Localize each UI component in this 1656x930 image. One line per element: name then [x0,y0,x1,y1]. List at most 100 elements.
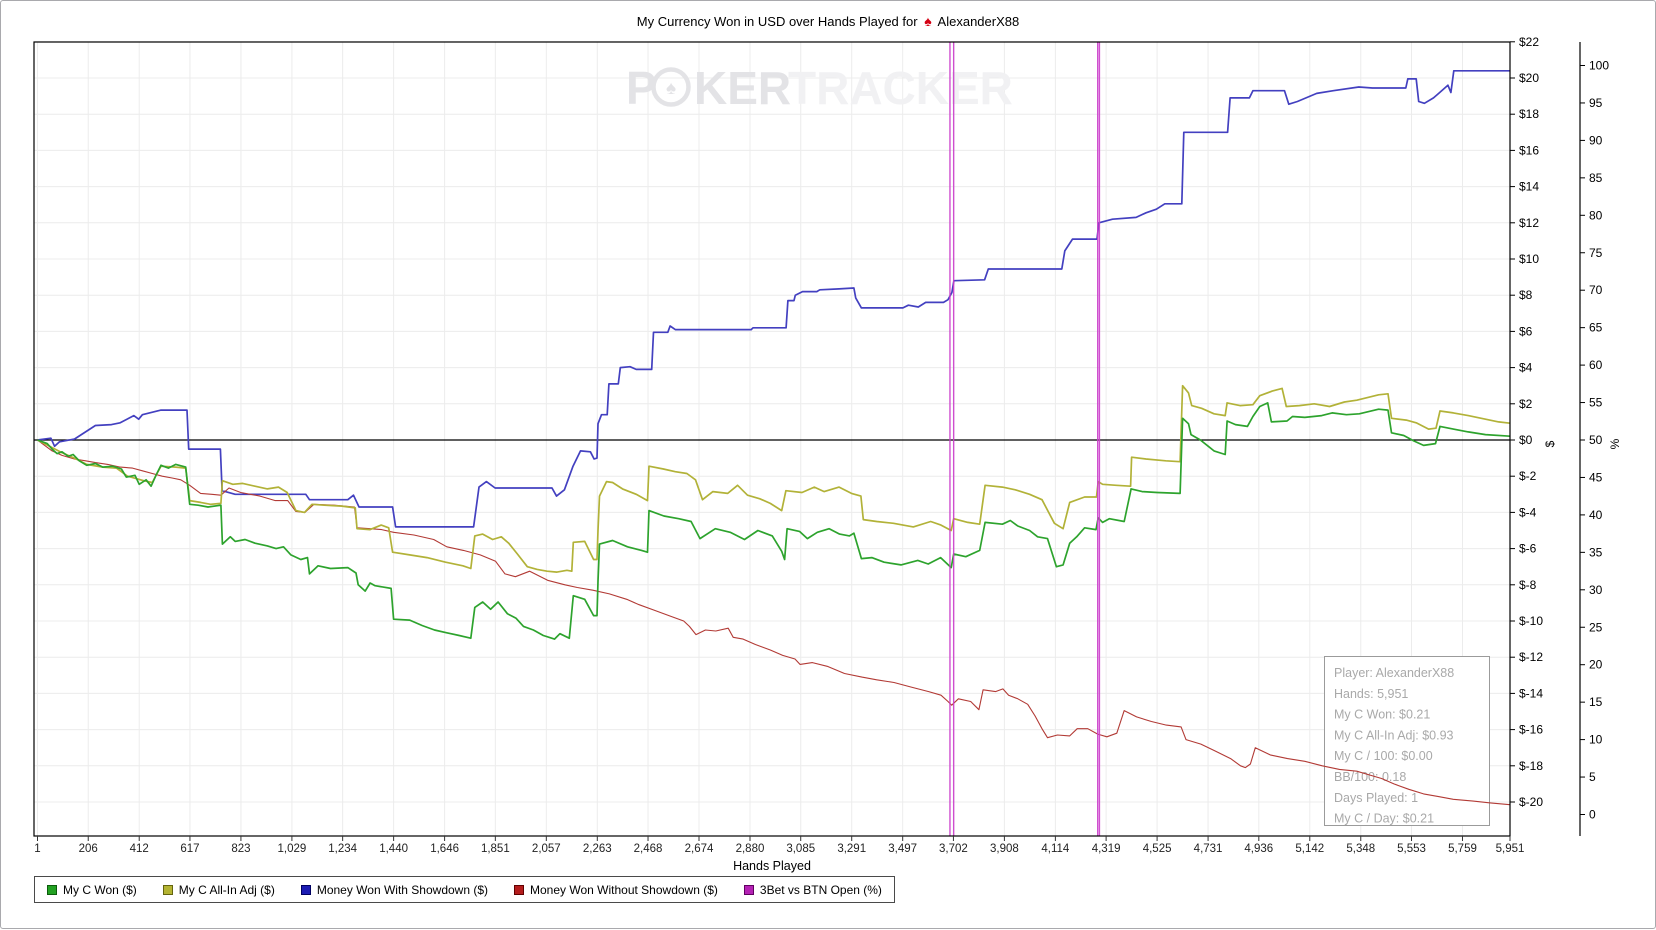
svg-text:BB/100: 0.18: BB/100: 0.18 [1334,770,1406,784]
svg-text:5,553: 5,553 [1397,843,1426,855]
svg-text:$20: $20 [1519,71,1539,85]
svg-text:$-6: $-6 [1519,542,1537,556]
svg-text:412: 412 [130,843,149,855]
percent-axis: 1009590858075706560555045403530252015105… [1579,42,1622,836]
svg-text:Player: AlexanderX88: Player: AlexanderX88 [1334,666,1454,680]
svg-text:2,674: 2,674 [685,843,714,855]
series-money-won-with-showdown [37,69,1510,528]
legend-swatch [514,884,525,895]
player-name: AlexanderX88 [937,14,1020,29]
svg-text:Hands: 5,951: Hands: 5,951 [1334,687,1408,701]
svg-text:75: 75 [1589,246,1603,260]
x-axis-title: Hands Played [733,859,811,873]
svg-text:$-10: $-10 [1519,614,1543,628]
svg-text:2,880: 2,880 [736,843,765,855]
legend-label: My C Won ($) [63,882,137,897]
svg-text:$-12: $-12 [1519,650,1543,664]
svg-text:$18: $18 [1519,107,1539,121]
svg-text:70: 70 [1589,283,1603,297]
legend-label: Money Won Without Showdown ($) [530,882,718,897]
svg-text:$-18: $-18 [1519,759,1543,773]
svg-text:$14: $14 [1519,180,1539,194]
legend-label: 3Bet vs BTN Open (%) [759,882,882,897]
svg-text:$-8: $-8 [1519,578,1537,592]
svg-text:30: 30 [1589,583,1603,597]
svg-text:$-2: $-2 [1519,469,1537,483]
legend-item-money-won-with-showdown: Money Won With Showdown ($) [300,882,489,897]
svg-text:5,759: 5,759 [1448,843,1477,855]
legend-item-3bet-vs-btn-open: 3Bet vs BTN Open (%) [743,882,882,897]
svg-text:1: 1 [34,843,40,855]
svg-text:20: 20 [1589,658,1603,672]
legend-swatch [300,884,311,895]
x-axis: 1 206 412 617 823 1,029 1,234 1,440 1,646 1,851 2,… [34,836,1524,873]
series-my-c-won [37,402,1511,640]
svg-text:5,951: 5,951 [1496,843,1525,855]
svg-text:65: 65 [1589,321,1603,335]
svg-text:5,142: 5,142 [1295,843,1324,855]
svg-text:$-20: $-20 [1519,795,1543,809]
legend-swatch [743,884,754,895]
svg-text:823: 823 [231,843,250,855]
svg-text:TRACKER: TRACKER [788,62,1013,114]
svg-text:My C Won: $0.21: My C Won: $0.21 [1334,708,1430,722]
svg-text:55: 55 [1589,396,1603,410]
svg-text:4,731: 4,731 [1194,843,1223,855]
svg-text:$-14: $-14 [1519,686,1543,700]
legend-swatch [47,884,57,895]
legend-label: My C All-In Adj ($) [178,882,275,897]
svg-text:40: 40 [1589,508,1603,522]
svg-text:0: 0 [1589,808,1596,822]
svg-text:80: 80 [1589,208,1603,222]
svg-text:15: 15 [1589,695,1603,709]
stats-tooltip: Player: AlexanderX88 Hands: 5,951 My C Won… [1324,656,1490,826]
svg-text:100: 100 [1589,59,1609,73]
svg-text:$10: $10 [1519,252,1539,266]
legend-item-my-c-won: My C Won ($) [47,883,137,897]
svg-text:2,263: 2,263 [583,843,612,855]
svg-text:$4: $4 [1519,361,1533,375]
svg-text:45: 45 [1589,470,1603,484]
legend-item-money-won-without-showdown: Money Won Without Showdown ($) [514,883,718,897]
pokerstars-spade-icon: ♠ [924,13,932,29]
svg-text:3,702: 3,702 [939,843,968,855]
svg-text:25: 25 [1589,620,1603,634]
svg-text:4,319: 4,319 [1092,843,1121,855]
svg-text:♠: ♠ [666,78,676,99]
svg-text:2,057: 2,057 [532,843,561,855]
legend-label: Money Won With Showdown ($) [316,882,489,897]
svg-text:3,085: 3,085 [786,843,815,855]
series-money-won-without-showdown [37,439,1511,806]
page-title: My Currency Won in USD over Hands Played… [1,13,1655,29]
svg-text:KER: KER [694,62,791,114]
svg-text:85: 85 [1589,171,1603,185]
gridlines [34,41,1510,836]
svg-text:$-16: $-16 [1519,723,1543,737]
svg-text:95: 95 [1589,96,1603,110]
svg-text:35: 35 [1589,545,1603,559]
svg-text:10: 10 [1589,733,1603,747]
svg-text:My C / Day: $0.21: My C / Day: $0.21 [1334,812,1434,826]
svg-text:My C / 100: $0.00: My C / 100: $0.00 [1334,749,1433,763]
svg-text:4,525: 4,525 [1143,843,1172,855]
svg-text:$12: $12 [1519,216,1539,230]
dollar-axis-title: $ [1543,440,1557,447]
series-3bet-vs-btn-open [949,42,1101,836]
svg-text:3,497: 3,497 [888,843,917,855]
svg-text:4,936: 4,936 [1244,843,1273,855]
svg-text:1,029: 1,029 [278,843,307,855]
poker-chip-icon [651,67,691,107]
legend-swatch [162,884,173,895]
svg-text:90: 90 [1589,133,1603,147]
svg-text:5,348: 5,348 [1346,843,1375,855]
title-text: My Currency Won in USD over Hands Played… [636,14,918,29]
svg-text:5: 5 [1589,770,1596,784]
percent-axis-title: % [1608,438,1622,449]
svg-text:My C All-In Adj: $0.93: My C All-In Adj: $0.93 [1334,728,1454,742]
svg-text:3,291: 3,291 [837,843,866,855]
svg-text:1,851: 1,851 [481,843,510,855]
svg-text:$6: $6 [1519,324,1533,338]
svg-text:$-4: $-4 [1519,505,1537,519]
